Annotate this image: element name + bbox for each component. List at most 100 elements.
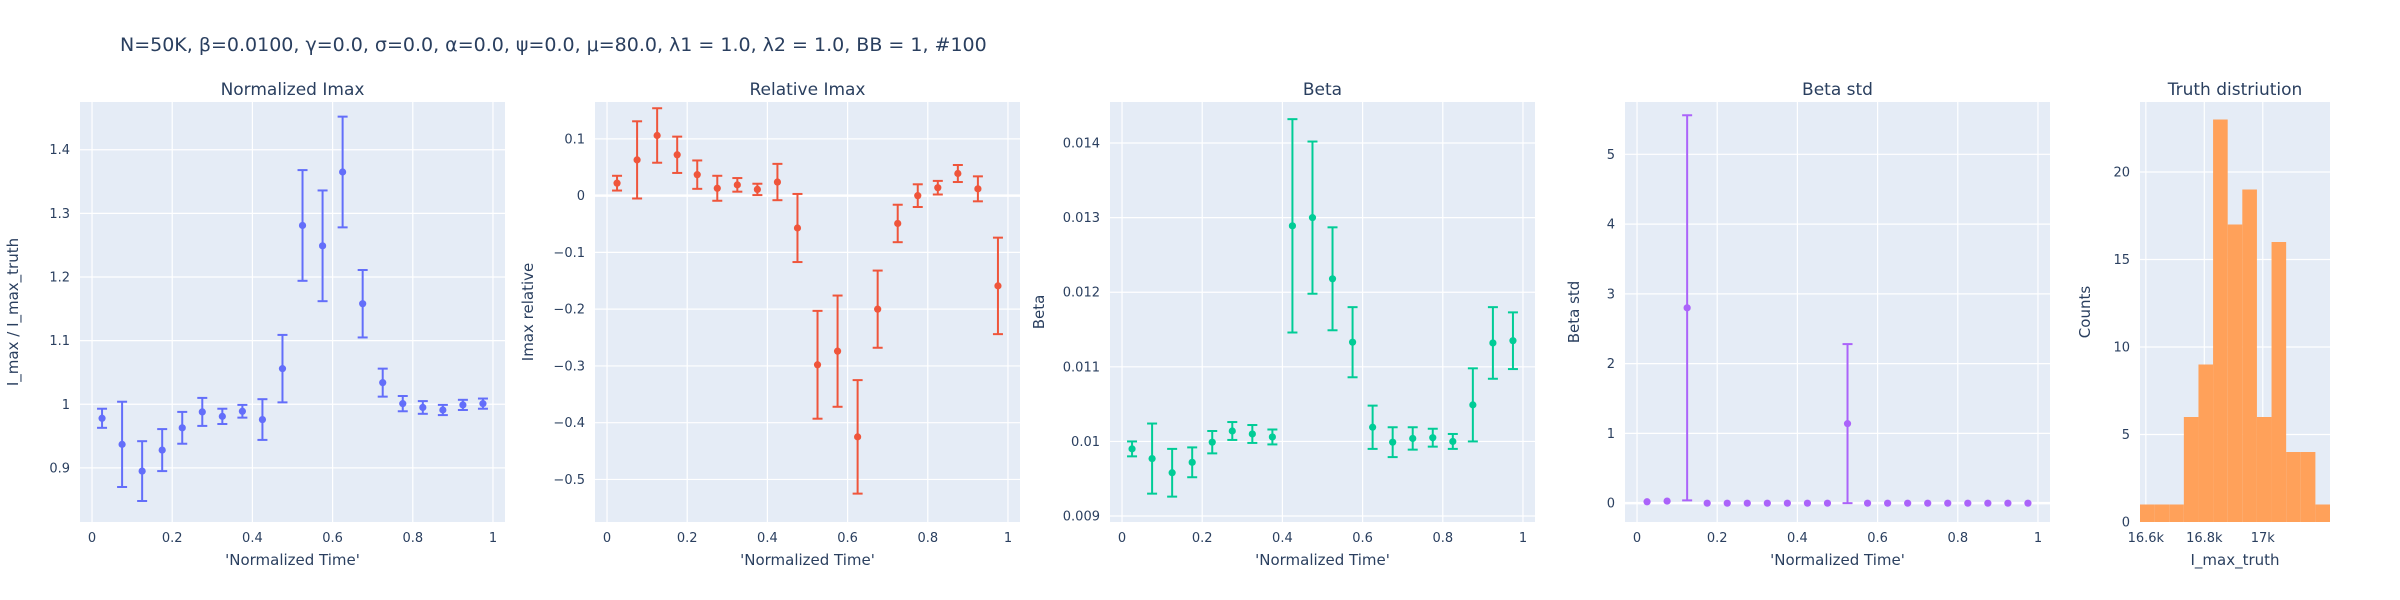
data-point	[894, 219, 902, 228]
data-point	[359, 300, 367, 308]
y-tick-label: 4	[1607, 218, 1615, 233]
data-point	[459, 401, 467, 409]
y-tick-label: 3	[1607, 287, 1615, 302]
y-tick-label: 0.012	[1063, 286, 1100, 301]
data-point	[1763, 499, 1771, 507]
data-point	[1449, 437, 1457, 446]
subplot-title: Relative Imax	[749, 80, 865, 100]
data-point	[1884, 499, 1892, 507]
x-tick-label: 0.4	[1787, 531, 1808, 546]
data-point	[1964, 499, 1972, 507]
data-point	[298, 221, 307, 230]
x-tick-label: 0.6	[1867, 531, 1888, 546]
data-point	[934, 184, 942, 192]
data-point	[1308, 214, 1317, 222]
data-point	[158, 446, 166, 454]
y-axis-label: Imax relative	[519, 263, 537, 361]
data-point	[339, 168, 347, 176]
data-point	[753, 185, 761, 194]
y-tick-label: 0.011	[1063, 360, 1100, 375]
x-tick-label: 17k	[2251, 531, 2276, 546]
x-tick-label: 0.6	[1352, 531, 1373, 546]
data-point	[1168, 469, 1176, 477]
data-point	[733, 181, 741, 189]
y-tick-label: 0	[2122, 516, 2130, 531]
data-point	[813, 361, 822, 369]
data-point	[854, 433, 862, 441]
x-tick-label: 0.8	[1947, 531, 1968, 546]
data-point	[1783, 499, 1791, 507]
y-tick-label: 1.3	[49, 207, 70, 222]
histogram-bar	[2315, 504, 2330, 522]
x-tick-label: 0.2	[1192, 531, 1213, 546]
data-point	[713, 184, 721, 192]
data-point	[1904, 499, 1912, 507]
data-point	[793, 224, 802, 232]
subplot-1: 0 0.2 0.4 0.6 0.8 1 0.9 1 1.1 1.2 1.3 1.4 Normalized…	[4, 80, 505, 569]
data-point	[419, 403, 427, 412]
data-point	[1328, 275, 1337, 283]
x-tick-label: 0.8	[1432, 531, 1453, 546]
y-tick-label: 20	[2113, 166, 2130, 181]
data-point	[974, 185, 982, 193]
y-tick-label: 2	[1607, 357, 1615, 372]
data-point	[1208, 438, 1216, 446]
data-point	[693, 171, 701, 179]
subplot-title: Normalized Imax	[221, 80, 365, 100]
y-tick-label: 0.009	[1063, 510, 1100, 525]
data-point	[1663, 497, 1671, 505]
y-tick-label: 0.014	[1063, 137, 1100, 152]
histogram-bar	[2140, 504, 2155, 522]
y-tick-label: −0.5	[553, 473, 585, 488]
x-tick-label: 0.4	[242, 531, 263, 546]
data-point	[673, 151, 681, 159]
data-point	[633, 156, 641, 164]
data-point	[1723, 499, 1731, 507]
data-point	[833, 347, 842, 355]
histogram-bar	[2169, 504, 2184, 522]
data-point	[1268, 433, 1276, 441]
y-tick-label: 5	[2122, 428, 2130, 443]
data-point	[773, 178, 782, 186]
histogram-bar	[2213, 119, 2228, 522]
data-point	[1703, 499, 1711, 507]
data-point	[1429, 434, 1437, 442]
data-point	[994, 282, 1002, 290]
data-point	[1643, 498, 1651, 506]
data-point	[118, 440, 126, 448]
plot-area	[80, 102, 505, 522]
x-tick-label: 0	[88, 531, 96, 546]
y-tick-label: 0.01	[1071, 435, 1100, 450]
x-tick-label: 16.8k	[2186, 531, 2223, 546]
subplot-5: 16.6k 16.8k 17k 0 5 10 15 20 Truth distriution I_…	[2076, 80, 2330, 570]
data-point	[2024, 499, 2032, 507]
y-tick-label: 15	[2113, 253, 2130, 268]
x-tick-label: 0	[1118, 531, 1126, 546]
data-point	[1509, 337, 1517, 345]
data-point	[1248, 430, 1256, 438]
x-tick-label: 0.2	[677, 531, 698, 546]
y-tick-label: 0.1	[564, 132, 585, 147]
histogram-bar	[2286, 452, 2301, 522]
y-axis-label: I_max / I_max_truth	[4, 238, 23, 386]
data-point	[1843, 420, 1852, 428]
subplot-title: Beta	[1303, 80, 1342, 100]
x-tick-label: 16.6k	[2128, 531, 2165, 546]
x-tick-label: 0.2	[1707, 531, 1728, 546]
x-axis-label: I_max_truth	[2190, 551, 2279, 570]
x-tick-label: 1	[489, 531, 497, 546]
data-point	[178, 424, 186, 432]
x-axis-label: 'Normalized Time'	[1255, 551, 1390, 569]
data-point	[1489, 339, 1497, 347]
plot-area	[595, 102, 1020, 522]
x-tick-label: 0.8	[402, 531, 423, 546]
data-point	[954, 169, 962, 178]
data-point	[258, 415, 267, 424]
data-point	[318, 242, 327, 250]
histogram-bar	[2271, 242, 2287, 522]
data-point	[1188, 458, 1196, 466]
x-tick-label: 1	[1004, 531, 1012, 546]
x-axis-label: 'Normalized Time'	[740, 551, 875, 569]
y-axis-label: Beta std	[1565, 281, 1583, 344]
subplot-title: Beta std	[1802, 80, 1873, 100]
